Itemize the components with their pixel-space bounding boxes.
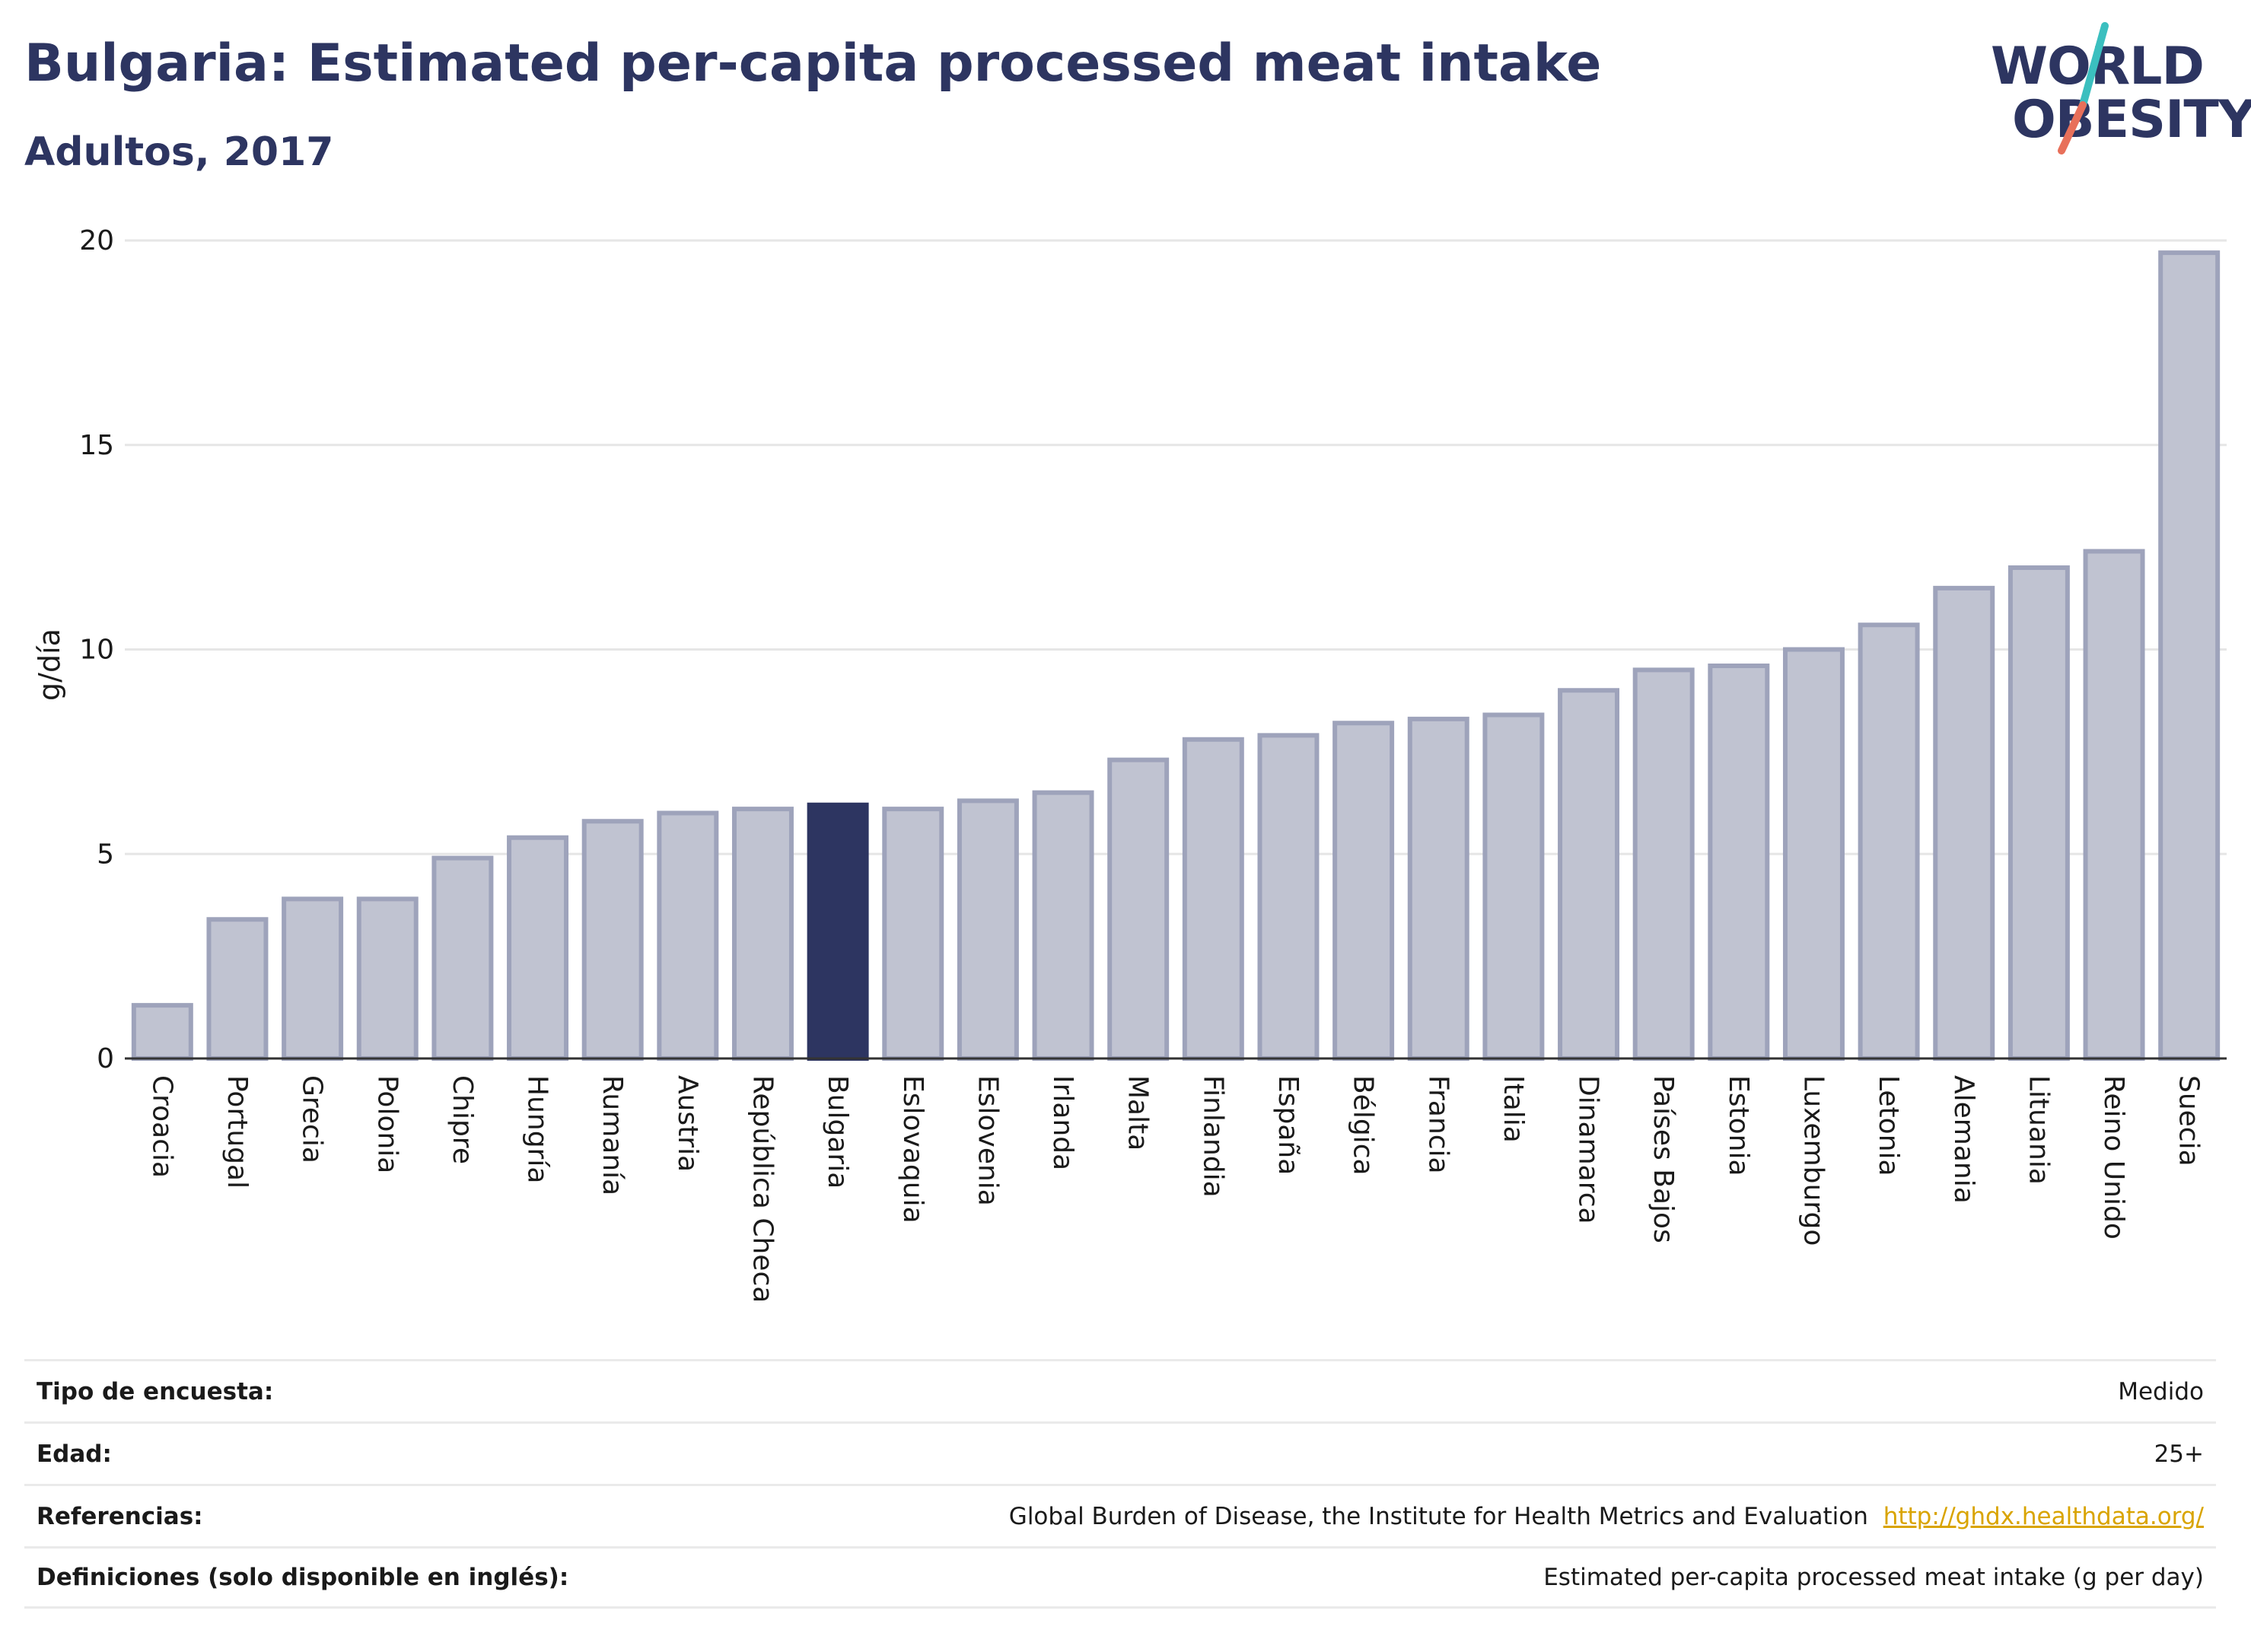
references-label: Referencias:: [37, 1502, 203, 1530]
x-tick-label: Bulgaria: [822, 1075, 853, 1189]
x-tick-label: Irlanda: [1047, 1075, 1078, 1170]
y-tick-label: 20: [79, 225, 114, 256]
world-obesity-logo: WORLD OBESITY: [1979, 15, 2251, 167]
bar-españa: [1257, 733, 1320, 1061]
bar-chipre: [431, 855, 494, 1061]
bar-alemania: [1933, 585, 1995, 1061]
bar-grecia: [282, 896, 344, 1061]
x-tick-label: Letonia: [1873, 1075, 1904, 1176]
references-row: Referencias: Global Burden of Disease, t…: [24, 1484, 2216, 1546]
y-tick-label: 15: [79, 430, 114, 461]
x-tick-label: Rumanía: [597, 1075, 628, 1195]
bar-suecia: [2158, 250, 2221, 1061]
x-tick-label: Luxemburgo: [1797, 1075, 1829, 1246]
bar-francia: [1407, 716, 1469, 1061]
x-tick-label: Alemania: [1948, 1075, 1979, 1204]
bar-reino-unido: [2083, 549, 2145, 1061]
x-tick-label: Bélgica: [1348, 1075, 1379, 1176]
definitions-label: Definiciones (solo disponible en inglés)…: [37, 1564, 569, 1591]
x-tick-label: Finlandia: [1197, 1075, 1228, 1198]
age-label: Edad:: [37, 1440, 112, 1468]
x-tick-label: Austria: [672, 1075, 703, 1172]
logo-text-line2: OBESITY: [2012, 90, 2251, 150]
x-tick-label: Hungría: [522, 1075, 553, 1183]
bar-italia: [1482, 712, 1545, 1061]
bar-finlandia: [1182, 737, 1244, 1061]
bar-eslovaquia: [882, 807, 944, 1061]
x-tick-label: Suecia: [2173, 1075, 2205, 1167]
bar-rumanía: [581, 819, 644, 1061]
bar-chart: 0 5 10 15 20 Croacia Portugal Grecia Polonia Chi…: [33, 225, 2227, 1303]
bar-eslovenia: [957, 798, 1019, 1061]
bar-países-bajos: [1632, 667, 1695, 1061]
x-tick-label: Chipre: [447, 1075, 478, 1164]
bar-portugal: [206, 917, 269, 1061]
y-tick-label: 5: [97, 839, 114, 870]
bar-austria: [657, 810, 719, 1061]
bar-croacia: [131, 1003, 193, 1061]
survey-type-row: Tipo de encuesta: Medido: [24, 1359, 2216, 1421]
bar-irlanda: [1032, 790, 1094, 1061]
bar-lituania: [2007, 565, 2070, 1061]
x-tick-label: Italia: [1498, 1075, 1529, 1143]
x-tick-label: Reino Unido: [2098, 1075, 2129, 1240]
x-tick-label: Estonia: [1723, 1075, 1754, 1176]
logo-slash-icon: [2058, 22, 2109, 154]
references-value: Global Burden of Disease, the Institute …: [1009, 1503, 2204, 1530]
x-tick-label: Eslovenia: [972, 1075, 1003, 1206]
bars: [131, 250, 2221, 1061]
survey-type-label: Tipo de encuesta:: [37, 1377, 274, 1405]
page-subtitle: Adultos, 2017: [24, 129, 334, 175]
x-axis-ticks: Croacia Portugal Grecia Polonia Chipre Hungrí…: [146, 1075, 2204, 1303]
x-tick-label: España: [1272, 1075, 1304, 1175]
bar-bulgaria: [807, 802, 869, 1061]
y-tick-label: 10: [79, 635, 114, 666]
metadata-table: Tipo de encuesta: Medido Edad: 25+ Refer…: [24, 1359, 2216, 1609]
bar-república-checa: [731, 807, 794, 1061]
y-tick-label: 0: [97, 1043, 114, 1074]
x-tick-label: Croacia: [146, 1075, 177, 1178]
survey-type-value: Medido: [2118, 1377, 2204, 1405]
definitions-value: Estimated per-capita processed meat inta…: [1543, 1564, 2204, 1591]
x-tick-label: Lituania: [2023, 1075, 2054, 1185]
references-text: Global Burden of Disease, the Institute …: [1008, 1502, 1868, 1530]
age-row: Edad: 25+: [24, 1421, 2216, 1484]
bar-malta: [1107, 757, 1170, 1061]
x-tick-label: República Checa: [747, 1075, 778, 1303]
x-tick-label: Países Bajos: [1648, 1075, 1679, 1243]
bar-polonia: [356, 896, 419, 1061]
x-tick-label: Portugal: [221, 1075, 253, 1189]
y-axis-label: g/día: [33, 629, 66, 701]
y-axis-ticks: 0 5 10 15 20: [79, 225, 114, 1074]
bar-luxemburgo: [1782, 647, 1845, 1061]
bar-hungría: [507, 835, 569, 1061]
age-value: 25+: [2154, 1440, 2204, 1468]
x-tick-label: Francia: [1422, 1075, 1453, 1174]
bar-letonia: [1858, 622, 1920, 1061]
x-tick-label: Grecia: [297, 1075, 328, 1163]
x-tick-label: Polonia: [371, 1075, 403, 1173]
definitions-row: Definiciones (solo disponible en inglés)…: [24, 1546, 2216, 1609]
bar-dinamarca: [1558, 688, 1620, 1061]
x-tick-label: Eslovaquia: [897, 1075, 928, 1224]
page-title: Bulgaria: Estimated per-capita processed…: [24, 33, 1602, 94]
bar-estonia: [1708, 664, 1770, 1061]
x-tick-label: Dinamarca: [1573, 1075, 1604, 1224]
references-link[interactable]: http://ghdx.healthdata.org/: [1883, 1502, 2204, 1530]
x-tick-label: Malta: [1122, 1075, 1154, 1151]
bar-bélgica: [1332, 721, 1395, 1061]
